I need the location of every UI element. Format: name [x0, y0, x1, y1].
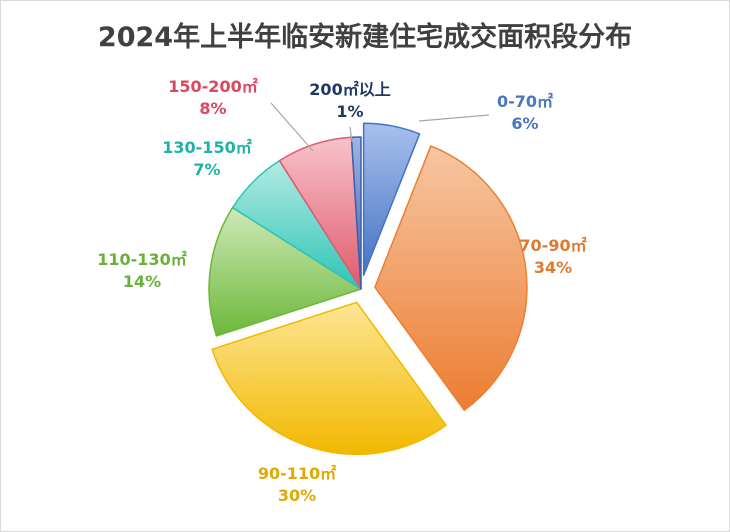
pie-slice-0-70㎡ [362, 122, 421, 276]
slice-label: 0-70㎡ [497, 92, 553, 111]
slice-label: 110-130㎡ [97, 250, 186, 269]
slice-percent: 1% [336, 102, 363, 121]
pie-slice-90-110㎡ [211, 301, 447, 456]
slice-label: 150-200㎡ [168, 77, 257, 96]
leader-line [270, 102, 314, 152]
chart-title: 2024年上半年临安新建住宅成交面积段分布 [97, 22, 633, 53]
slice-label: 70-90㎡ [519, 236, 586, 255]
slice-percent: 30% [278, 486, 316, 505]
slice-percent: 7% [193, 160, 220, 179]
slice-percent: 6% [511, 114, 538, 133]
pie-slice-70-90㎡ [374, 145, 528, 411]
slice-label: 200㎡以上 [309, 80, 390, 99]
slice-label: 130-150㎡ [162, 138, 251, 157]
pie-slice-110-130㎡ [208, 206, 362, 337]
leader-line [349, 126, 353, 143]
slice-label: 90-110㎡ [258, 464, 336, 483]
slice-percent: 34% [534, 258, 572, 277]
leader-line [418, 114, 490, 122]
slice-percent: 8% [199, 99, 226, 118]
slice-percent: 14% [123, 272, 161, 291]
